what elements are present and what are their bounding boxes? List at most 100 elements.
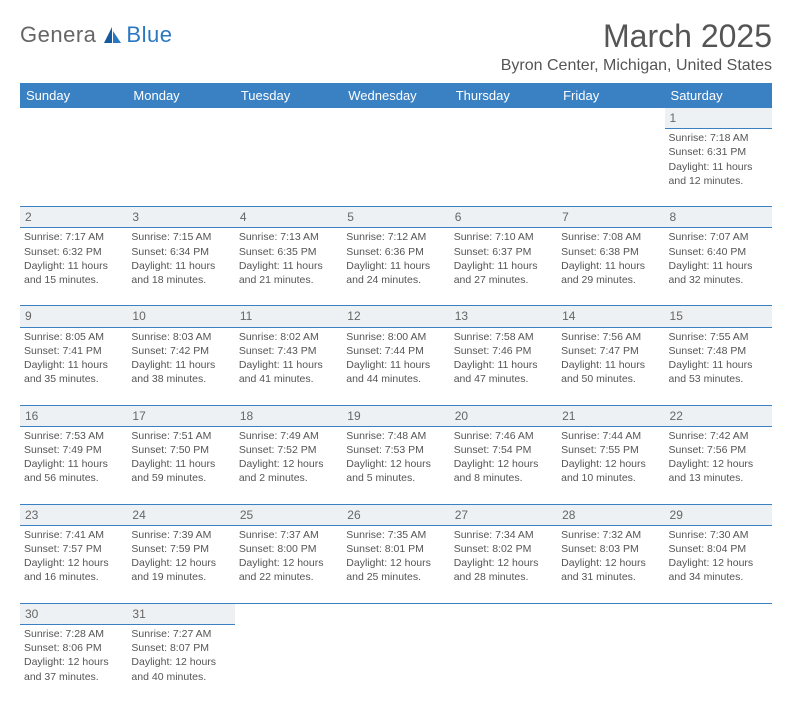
daylight-line-2: and 16 minutes. — [24, 570, 123, 584]
daylight-line-1: Daylight: 12 hours — [561, 556, 660, 570]
day-detail-cell: Sunrise: 7:46 AMSunset: 7:54 PMDaylight:… — [450, 426, 557, 504]
daylight-line-1: Daylight: 11 hours — [669, 259, 768, 273]
daylight-line-1: Daylight: 11 hours — [239, 358, 338, 372]
day-detail-cell — [127, 129, 234, 207]
logo-sail-icon — [102, 25, 122, 45]
day-number-cell: 4 — [235, 207, 342, 228]
day-detail-cell: Sunrise: 7:32 AMSunset: 8:03 PMDaylight:… — [557, 525, 664, 603]
sunset-line: Sunset: 6:34 PM — [131, 245, 230, 259]
day-detail-cell: Sunrise: 7:17 AMSunset: 6:32 PMDaylight:… — [20, 228, 127, 306]
sunrise-line: Sunrise: 8:02 AM — [239, 330, 338, 344]
sunrise-line: Sunrise: 7:56 AM — [561, 330, 660, 344]
day-number-cell — [342, 603, 449, 624]
day-detail-cell: Sunrise: 7:51 AMSunset: 7:50 PMDaylight:… — [127, 426, 234, 504]
sunrise-line: Sunrise: 7:17 AM — [24, 230, 123, 244]
weekday-header: Saturday — [665, 83, 772, 108]
day-detail-cell: Sunrise: 8:05 AMSunset: 7:41 PMDaylight:… — [20, 327, 127, 405]
daylight-line-1: Daylight: 11 hours — [346, 358, 445, 372]
day-detail-cell: Sunrise: 7:39 AMSunset: 7:59 PMDaylight:… — [127, 525, 234, 603]
day-detail-cell: Sunrise: 7:08 AMSunset: 6:38 PMDaylight:… — [557, 228, 664, 306]
day-detail-cell: Sunrise: 7:30 AMSunset: 8:04 PMDaylight:… — [665, 525, 772, 603]
sunrise-line: Sunrise: 7:58 AM — [454, 330, 553, 344]
day-number-cell: 22 — [665, 405, 772, 426]
sunset-line: Sunset: 7:53 PM — [346, 443, 445, 457]
day-detail-cell — [665, 625, 772, 703]
month-title: March 2025 — [501, 18, 772, 55]
location: Byron Center, Michigan, United States — [501, 57, 772, 75]
day-detail-cell — [235, 129, 342, 207]
sunset-line: Sunset: 8:04 PM — [669, 542, 768, 556]
daylight-line-1: Daylight: 11 hours — [561, 358, 660, 372]
daylight-line-2: and 40 minutes. — [131, 670, 230, 684]
day-number-cell — [665, 603, 772, 624]
daylight-line-2: and 34 minutes. — [669, 570, 768, 584]
sunset-line: Sunset: 7:52 PM — [239, 443, 338, 457]
day-detail-cell: Sunrise: 7:10 AMSunset: 6:37 PMDaylight:… — [450, 228, 557, 306]
day-number-cell: 24 — [127, 504, 234, 525]
daylight-line-2: and 31 minutes. — [561, 570, 660, 584]
daylight-line-2: and 22 minutes. — [239, 570, 338, 584]
sunset-line: Sunset: 7:43 PM — [239, 344, 338, 358]
day-number-cell — [450, 108, 557, 129]
weekday-header: Monday — [127, 83, 234, 108]
day-number-cell: 20 — [450, 405, 557, 426]
daylight-line-2: and 18 minutes. — [131, 273, 230, 287]
sunset-line: Sunset: 6:35 PM — [239, 245, 338, 259]
daylight-line-2: and 50 minutes. — [561, 372, 660, 386]
day-detail-cell: Sunrise: 7:56 AMSunset: 7:47 PMDaylight:… — [557, 327, 664, 405]
weekday-header-row: SundayMondayTuesdayWednesdayThursdayFrid… — [20, 83, 772, 108]
day-detail-cell: Sunrise: 7:15 AMSunset: 6:34 PMDaylight:… — [127, 228, 234, 306]
day-number-cell: 15 — [665, 306, 772, 327]
day-number-cell: 19 — [342, 405, 449, 426]
day-detail-cell: Sunrise: 7:55 AMSunset: 7:48 PMDaylight:… — [665, 327, 772, 405]
sunrise-line: Sunrise: 7:10 AM — [454, 230, 553, 244]
sunset-line: Sunset: 8:07 PM — [131, 641, 230, 655]
day-detail-cell: Sunrise: 7:07 AMSunset: 6:40 PMDaylight:… — [665, 228, 772, 306]
day-number-cell: 26 — [342, 504, 449, 525]
weekday-header: Sunday — [20, 83, 127, 108]
day-number-cell: 5 — [342, 207, 449, 228]
logo: GeneraBlue — [20, 18, 172, 48]
sunrise-line: Sunrise: 7:34 AM — [454, 528, 553, 542]
day-number-cell — [557, 108, 664, 129]
sunrise-line: Sunrise: 7:44 AM — [561, 429, 660, 443]
daylight-line-1: Daylight: 12 hours — [24, 556, 123, 570]
day-number-cell: 29 — [665, 504, 772, 525]
sunrise-line: Sunrise: 7:27 AM — [131, 627, 230, 641]
daylight-line-2: and 44 minutes. — [346, 372, 445, 386]
weekday-header: Friday — [557, 83, 664, 108]
daylight-line-1: Daylight: 11 hours — [131, 259, 230, 273]
detail-row: Sunrise: 7:17 AMSunset: 6:32 PMDaylight:… — [20, 228, 772, 306]
day-number-cell — [127, 108, 234, 129]
daylight-line-2: and 56 minutes. — [24, 471, 123, 485]
day-detail-cell — [342, 129, 449, 207]
daylight-line-2: and 19 minutes. — [131, 570, 230, 584]
calendar-table: SundayMondayTuesdayWednesdayThursdayFrid… — [20, 83, 772, 703]
daynum-row: 1 — [20, 108, 772, 129]
day-detail-cell — [450, 625, 557, 703]
sunset-line: Sunset: 7:56 PM — [669, 443, 768, 457]
day-detail-cell — [450, 129, 557, 207]
daylight-line-1: Daylight: 11 hours — [669, 358, 768, 372]
day-detail-cell — [235, 625, 342, 703]
daylight-line-1: Daylight: 12 hours — [669, 457, 768, 471]
day-number-cell: 10 — [127, 306, 234, 327]
sunrise-line: Sunrise: 7:37 AM — [239, 528, 338, 542]
daylight-line-1: Daylight: 11 hours — [131, 457, 230, 471]
daylight-line-1: Daylight: 11 hours — [454, 358, 553, 372]
day-number-cell: 30 — [20, 603, 127, 624]
daylight-line-1: Daylight: 12 hours — [239, 556, 338, 570]
sunset-line: Sunset: 8:03 PM — [561, 542, 660, 556]
sunrise-line: Sunrise: 7:30 AM — [669, 528, 768, 542]
sunset-line: Sunset: 7:59 PM — [131, 542, 230, 556]
daylight-line-1: Daylight: 11 hours — [24, 259, 123, 273]
sunrise-line: Sunrise: 7:18 AM — [669, 131, 768, 145]
daylight-line-1: Daylight: 12 hours — [24, 655, 123, 669]
detail-row: Sunrise: 7:28 AMSunset: 8:06 PMDaylight:… — [20, 625, 772, 703]
sunset-line: Sunset: 7:47 PM — [561, 344, 660, 358]
daylight-line-2: and 35 minutes. — [24, 372, 123, 386]
detail-row: Sunrise: 7:53 AMSunset: 7:49 PMDaylight:… — [20, 426, 772, 504]
day-detail-cell — [342, 625, 449, 703]
daylight-line-1: Daylight: 12 hours — [131, 556, 230, 570]
daylight-line-1: Daylight: 12 hours — [131, 655, 230, 669]
